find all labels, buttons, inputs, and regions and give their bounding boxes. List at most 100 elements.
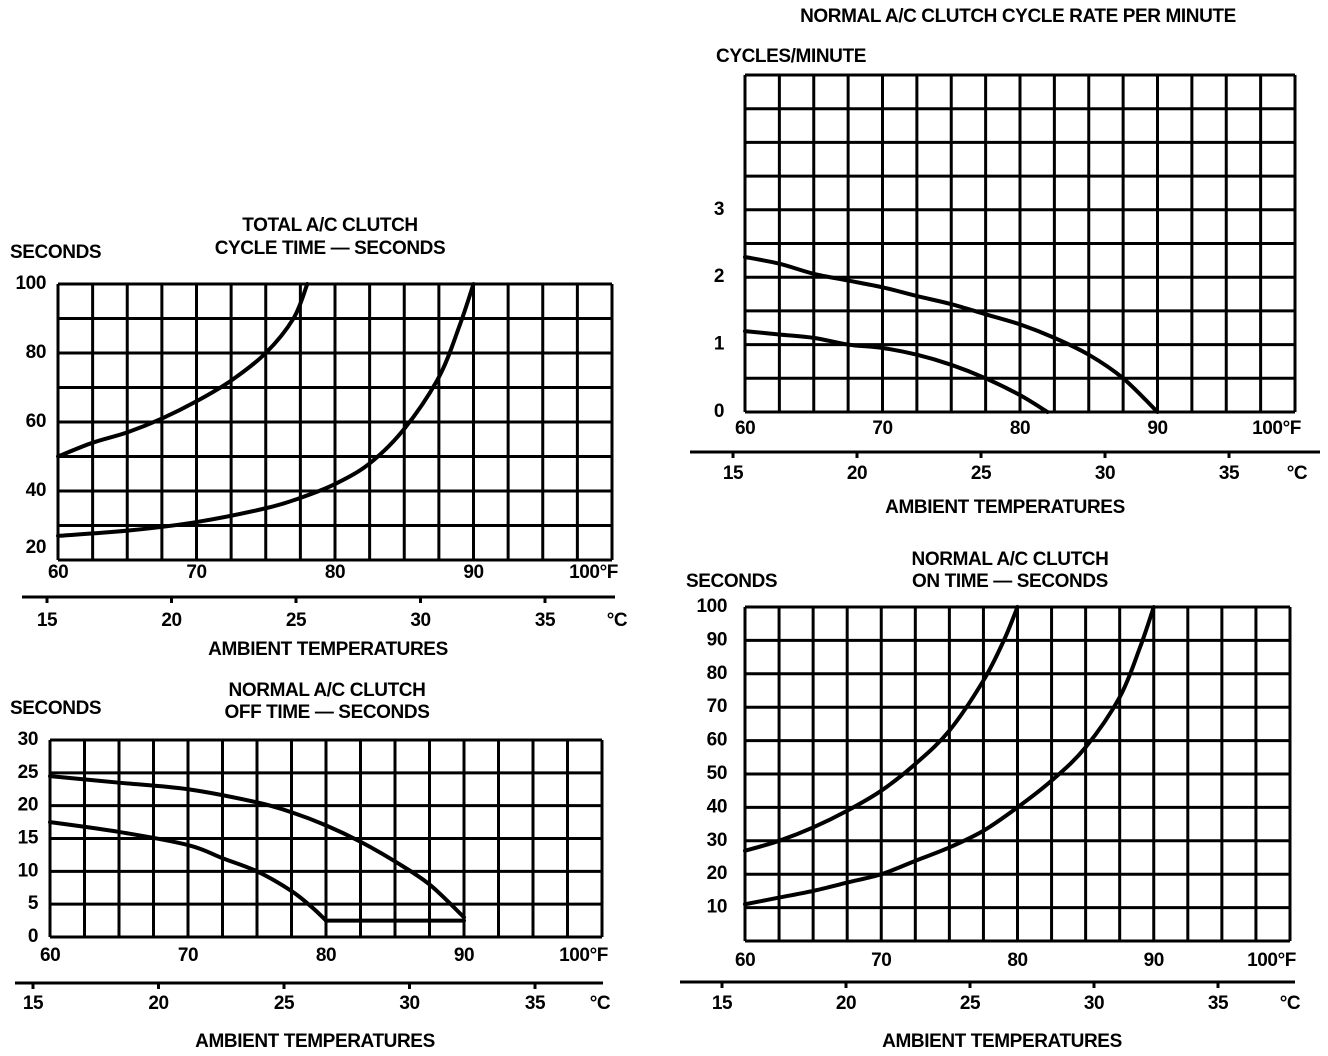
x-axis-label: AMBIENT TEMPERATURES (882, 1031, 1122, 1052)
y-tick-label: 5 (28, 893, 39, 914)
chart-total-cycle-time: TOTAL A/C CLUTCH CYCLE TIME — SECONDS SE… (10, 215, 448, 660)
chart-off-time: NORMAL A/C CLUTCH OFF TIME — SECONDS SEC… (10, 680, 435, 1052)
series-line-upper (48, 774, 466, 920)
x-tick-label-celsius: 25 (274, 993, 295, 1014)
y-tick-label: 50 (707, 763, 727, 784)
y-tick-label: 100 (15, 273, 46, 294)
celsius-unit-label: °C (590, 993, 611, 1014)
x-tick-label-celsius: 20 (148, 993, 168, 1014)
chart-title-line2: OFF TIME — SECONDS (225, 702, 430, 723)
y-tick-label: 20 (18, 795, 38, 816)
x-tick-label-fahrenheit: 100°F (1247, 950, 1296, 971)
x-axis-label: AMBIENT TEMPERATURES (195, 1031, 435, 1052)
y-tick-label: 10 (18, 860, 38, 881)
x-tick-label-fahrenheit: 90 (1147, 418, 1167, 439)
x-tick-label-celsius: 30 (410, 610, 430, 631)
x-tick-label-fahrenheit: 90 (463, 562, 483, 583)
celsius-unit-label: °C (1287, 463, 1308, 484)
x-tick-label-fahrenheit: 100°F (569, 562, 618, 583)
x-tick-label-celsius: 35 (1219, 463, 1240, 484)
y-tick-label: 30 (707, 830, 727, 851)
y-axis-label: SECONDS (10, 698, 101, 719)
x-tick-label-celsius: 15 (37, 610, 58, 631)
y-tick-label: 100 (696, 596, 727, 617)
chart-title-line2: ON TIME — SECONDS (912, 571, 1108, 592)
chart-plot-3: 30 25 20 15 10 5 060 70 80 90 100°F 15 20 25 30 35 °C (15, 729, 611, 1014)
y-tick-label: 40 (707, 796, 727, 817)
y-tick-label: 60 (707, 730, 727, 751)
x-tick-label-celsius: 25 (960, 993, 981, 1014)
x-tick-label-celsius: 35 (1208, 993, 1229, 1014)
chart-title-line1: NORMAL A/C CLUTCH (912, 549, 1109, 570)
x-tick-label-celsius: 15 (23, 993, 44, 1014)
x-tick-label-celsius: 25 (971, 463, 992, 484)
x-tick-label-celsius: 30 (1095, 463, 1115, 484)
x-tick-label-fahrenheit: 70 (186, 562, 206, 583)
y-tick-label: 60 (26, 411, 46, 432)
x-tick-label-fahrenheit: 70 (178, 945, 198, 966)
x-axis-label: AMBIENT TEMPERATURES (208, 639, 448, 660)
x-axis-label: AMBIENT TEMPERATURES (885, 497, 1125, 518)
y-tick-label: 40 (26, 480, 46, 501)
x-tick-label-celsius: 35 (525, 993, 546, 1014)
x-tick-label-celsius: 30 (1084, 993, 1104, 1014)
x-tick-label-celsius: 15 (712, 993, 733, 1014)
x-tick-label-fahrenheit: 80 (1007, 950, 1027, 971)
chart-cycle-rate: NORMAL A/C CLUTCH CYCLE RATE PER MINUTE … (716, 6, 1236, 518)
x-tick-label-celsius: 20 (836, 993, 856, 1014)
y-tick-label: 90 (707, 629, 727, 650)
y-tick-label: 2 (714, 266, 724, 287)
x-tick-label-celsius: 20 (847, 463, 867, 484)
chart-title-line1: NORMAL A/C CLUTCH (229, 680, 426, 701)
y-axis-label: SECONDS (686, 571, 777, 592)
chart-title-line2: CYCLE TIME — SECONDS (215, 238, 446, 259)
series-line-lower (743, 329, 1050, 414)
series-line-upper (743, 254, 1160, 414)
celsius-unit-label: °C (1280, 993, 1301, 1014)
x-tick-label-fahrenheit: 60 (735, 418, 755, 439)
chart-plot-2: 3 2 1 0 60 70 80 90 100°F 15 20 25 30 35 °C (690, 73, 1320, 484)
x-tick-label-fahrenheit: 90 (1144, 950, 1164, 971)
x-tick-label-fahrenheit: 60 (48, 562, 68, 583)
x-tick-label-fahrenheit: 70 (871, 950, 891, 971)
y-tick-label: 0 (714, 401, 724, 422)
y-tick-label: 0 (28, 926, 38, 947)
x-tick-label-fahrenheit: 100°F (1252, 418, 1301, 439)
x-tick-label-fahrenheit: 80 (1010, 418, 1030, 439)
y-tick-label: 3 (714, 199, 724, 220)
x-tick-label-fahrenheit: 80 (316, 945, 336, 966)
y-tick-label: 20 (26, 537, 46, 558)
y-tick-label: 10 (707, 897, 727, 918)
x-tick-label-celsius: 35 (535, 610, 556, 631)
series-line-upper (743, 605, 1020, 853)
chart-title-line1: TOTAL A/C CLUTCH (242, 215, 418, 236)
series-line-lower (56, 282, 476, 538)
series-line-lower (48, 820, 328, 923)
series-line-lower (743, 605, 1156, 907)
y-tick-label: 15 (18, 828, 39, 849)
x-tick-label-celsius: 20 (161, 610, 181, 631)
chart-plot-4: 100 90 80 70 60 50 40 30 20 10 60 70 80 90 100°F 15 20 25… (680, 596, 1301, 1014)
chart-title: NORMAL A/C CLUTCH CYCLE RATE PER MINUTE (800, 6, 1236, 27)
series-line-upper (56, 282, 310, 459)
y-axis-label: CYCLES/MINUTE (716, 46, 866, 67)
x-tick-label-fahrenheit: 70 (872, 418, 892, 439)
y-tick-label: 80 (707, 663, 727, 684)
x-tick-label-celsius: 30 (399, 993, 419, 1014)
x-tick-label-fahrenheit: 60 (735, 950, 755, 971)
x-tick-label-fahrenheit: 80 (325, 562, 345, 583)
y-tick-label: 20 (707, 863, 727, 884)
y-tick-label: 70 (707, 696, 727, 717)
x-tick-label-celsius: 25 (286, 610, 307, 631)
chart-on-time: NORMAL A/C CLUTCH ON TIME — SECONDS SECO… (686, 549, 1122, 1052)
celsius-unit-label: °C (607, 610, 628, 631)
x-tick-label-fahrenheit: 90 (454, 945, 474, 966)
x-tick-label-fahrenheit: 100°F (559, 945, 608, 966)
y-axis-label: SECONDS (10, 242, 101, 263)
y-tick-label: 30 (18, 729, 38, 750)
y-tick-label: 80 (26, 342, 46, 363)
x-tick-label-celsius: 15 (723, 463, 744, 484)
y-tick-label: 25 (18, 762, 39, 783)
